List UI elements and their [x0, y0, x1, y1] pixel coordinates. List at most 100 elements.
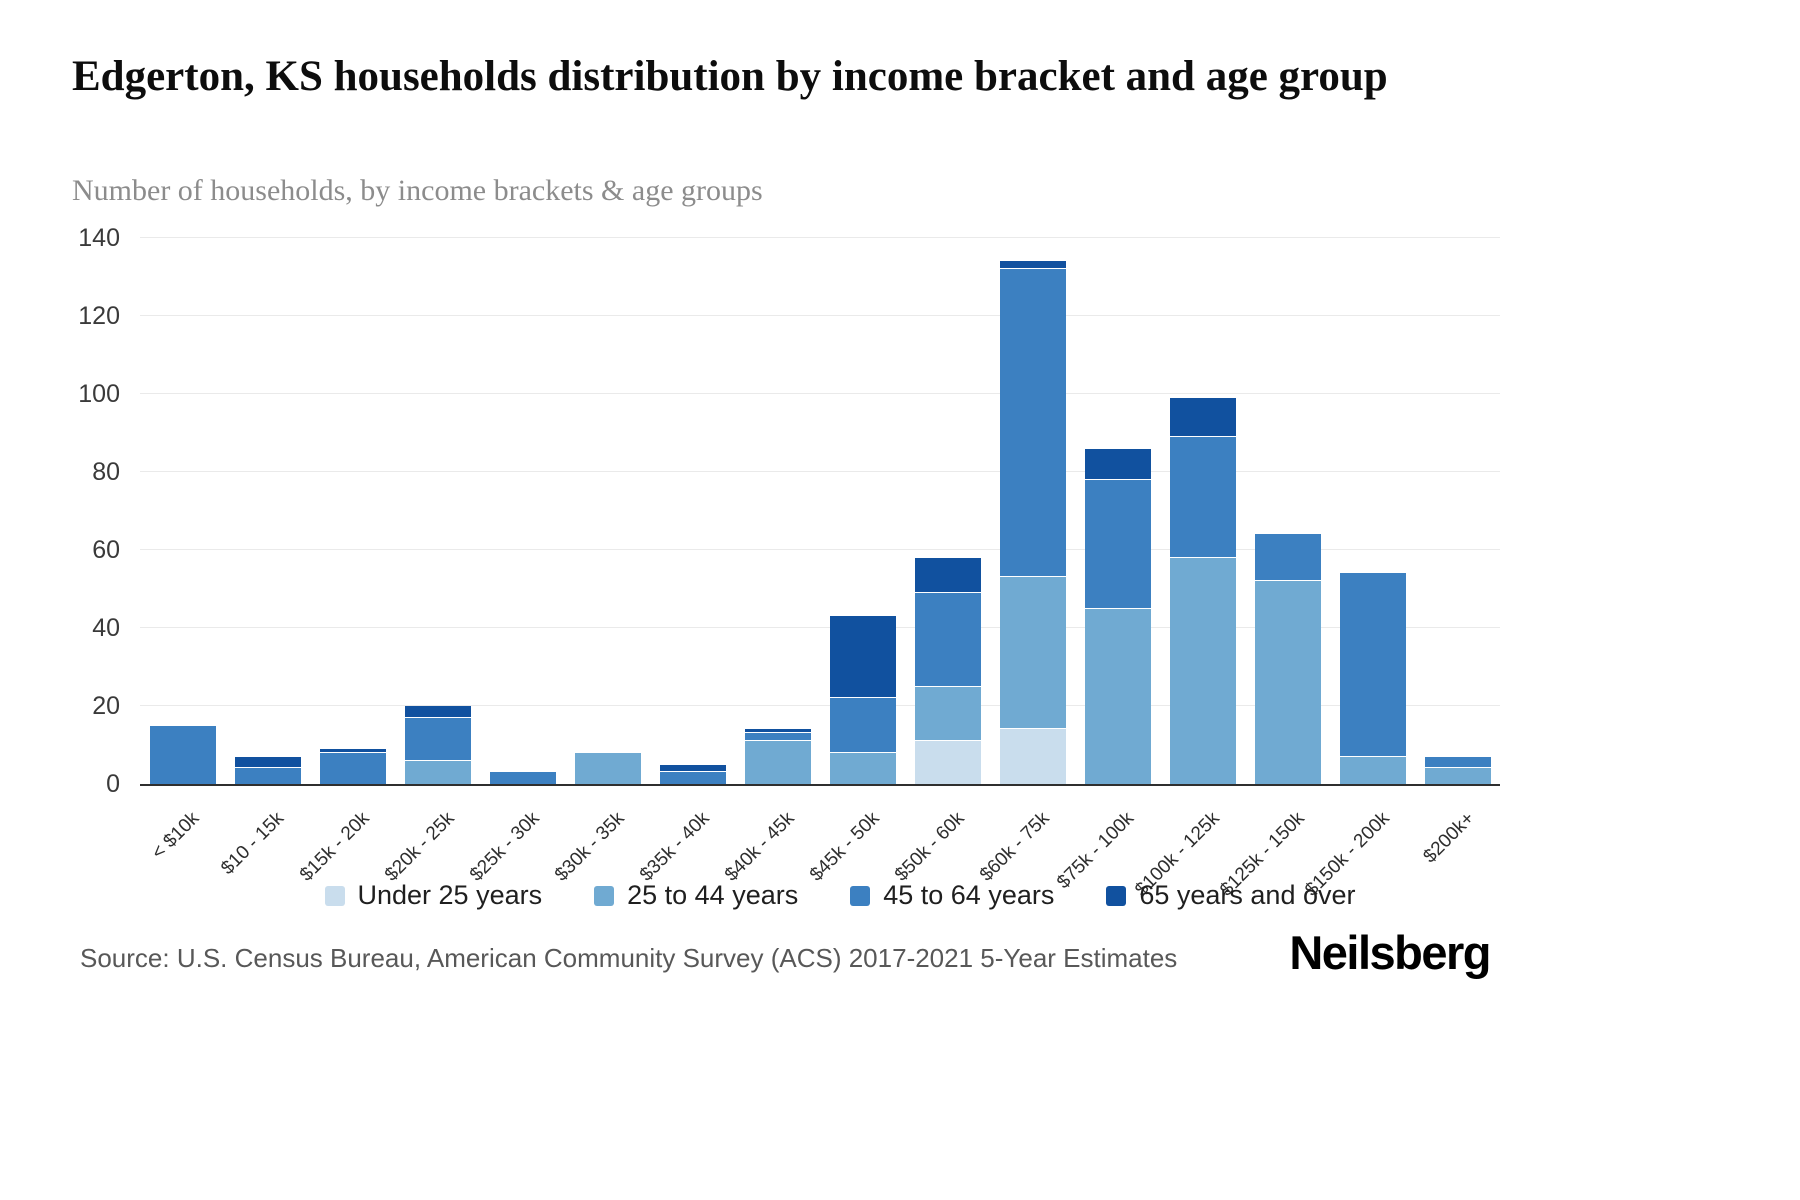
bar: [1254, 534, 1321, 784]
x-axis-tick-label: $40k - 45k: [720, 808, 799, 886]
bar-segment[interactable]: [744, 741, 811, 784]
gridline: [140, 237, 1500, 238]
bar-segment[interactable]: [574, 752, 641, 784]
bar: [744, 729, 811, 784]
bar-segment[interactable]: [404, 706, 471, 718]
bar-segment[interactable]: [914, 686, 981, 742]
bar-segment[interactable]: [914, 557, 981, 593]
bar-segment[interactable]: [1084, 448, 1151, 480]
bar-segment[interactable]: [1169, 436, 1236, 558]
y-axis-tick-label: 140: [78, 224, 120, 252]
plot-area: 0 20 40 60 80 100 120 140: [78, 224, 1500, 798]
y-axis-tick-label: 0: [106, 770, 120, 798]
legend-label: Under 25 years: [357, 880, 543, 910]
bar-segment[interactable]: [914, 592, 981, 687]
bar-segment[interactable]: [659, 764, 726, 773]
x-axis-tick-label: $45k - 50k: [805, 808, 884, 886]
gridline: [140, 549, 1500, 550]
gridline: [140, 471, 1500, 472]
bar-segment[interactable]: [744, 729, 811, 734]
chart-subtitle: Number of households, by income brackets…: [72, 174, 763, 207]
bar: [574, 752, 641, 784]
bar: [319, 748, 386, 784]
bar-segment[interactable]: [829, 752, 896, 784]
legend-label: 65 years and over: [1139, 880, 1356, 910]
y-axis-tick-label: 40: [92, 614, 120, 642]
bar-segment[interactable]: [319, 752, 386, 784]
bar: [1424, 756, 1491, 784]
bar: [234, 756, 301, 784]
bar-segment[interactable]: [1169, 397, 1236, 437]
bar: [149, 725, 216, 784]
bar-segment[interactable]: [1424, 756, 1491, 769]
bar: [914, 557, 981, 784]
y-axis-tick-label: 80: [92, 458, 120, 486]
bar-segment[interactable]: [319, 748, 386, 753]
bar-segment[interactable]: [1339, 573, 1406, 757]
x-axis-tick-label: < $10k: [147, 808, 204, 864]
gridline: [140, 393, 1500, 394]
bar-segment[interactable]: [234, 756, 301, 769]
bar: [404, 706, 471, 784]
x-axis-tick-label: $10 - 15k: [217, 808, 289, 879]
gridline: [140, 627, 1500, 628]
bar-segment[interactable]: [999, 729, 1066, 784]
legend-label: 45 to 64 years: [883, 880, 1055, 910]
bar-segment[interactable]: [1084, 479, 1151, 609]
bar: [1339, 573, 1406, 784]
bar-segment[interactable]: [999, 269, 1066, 578]
legend-item[interactable]: 65 years and over: [1106, 880, 1356, 911]
bar-segment[interactable]: [744, 733, 811, 742]
bar-segment[interactable]: [1169, 557, 1236, 784]
legend-swatch-icon: [850, 885, 871, 906]
bar: [999, 261, 1066, 784]
bar-segment[interactable]: [999, 261, 1066, 270]
chart-legend: Under 25 years 25 to 44 years 45 to 64 yea…: [140, 880, 1540, 911]
bar-segment[interactable]: [404, 760, 471, 784]
bar-segment[interactable]: [1084, 608, 1151, 784]
chart-title: Edgerton, KS households distribution by …: [72, 53, 1388, 100]
y-axis-tick-label: 120: [78, 302, 120, 330]
bar-segment[interactable]: [234, 768, 301, 784]
bar-segment[interactable]: [1424, 768, 1491, 784]
bar-segment[interactable]: [149, 725, 216, 784]
x-axis-tick-label: $15k - 20k: [295, 808, 374, 886]
bar-segment[interactable]: [1254, 534, 1321, 582]
legend-label: 25 to 44 years: [627, 880, 799, 910]
x-axis-tick-label: $25k - 30k: [465, 808, 544, 886]
bar-segment[interactable]: [489, 772, 556, 784]
bar-segment[interactable]: [404, 717, 471, 761]
legend-item[interactable]: 25 to 44 years: [594, 880, 798, 911]
bar: [659, 764, 726, 784]
neilsberg-logo[interactable]: Neilsberg: [1289, 926, 1491, 979]
legend-item[interactable]: Under 25 years: [324, 880, 543, 911]
x-axis-tick-label: $200k+: [1419, 808, 1479, 868]
legend-item[interactable]: 45 to 64 years: [850, 880, 1054, 911]
y-axis-tick-label: 60: [92, 536, 120, 564]
x-axis-tick-label: $60k - 75k: [975, 808, 1054, 886]
source-note: Source: U.S. Census Bureau, American Com…: [80, 943, 1178, 973]
bar: [489, 772, 556, 784]
bar-segment[interactable]: [1254, 581, 1321, 784]
legend-swatch-icon: [324, 885, 345, 906]
bar-segment[interactable]: [914, 741, 981, 784]
bar-segment[interactable]: [999, 577, 1066, 730]
y-axis-tick-label: 20: [92, 692, 120, 720]
bar: [1169, 397, 1236, 784]
bar-segment[interactable]: [659, 772, 726, 784]
bar-segment[interactable]: [829, 616, 896, 699]
bar: [1084, 448, 1151, 784]
gridline: [140, 705, 1500, 706]
bar: [829, 616, 896, 784]
bar-segment[interactable]: [1339, 756, 1406, 784]
bar-segment[interactable]: [829, 698, 896, 753]
x-axis-tick-label: $50k - 60k: [890, 808, 969, 886]
y-axis-tick-label: 100: [78, 380, 120, 408]
x-axis-tick-label: $35k - 40k: [635, 808, 714, 886]
bars-container: [140, 240, 1500, 784]
x-axis-tick-label: $30k - 35k: [550, 808, 629, 886]
legend-swatch-icon: [594, 885, 615, 906]
x-axis-tick-label: $20k - 25k: [380, 808, 459, 886]
gridline: [140, 315, 1500, 316]
